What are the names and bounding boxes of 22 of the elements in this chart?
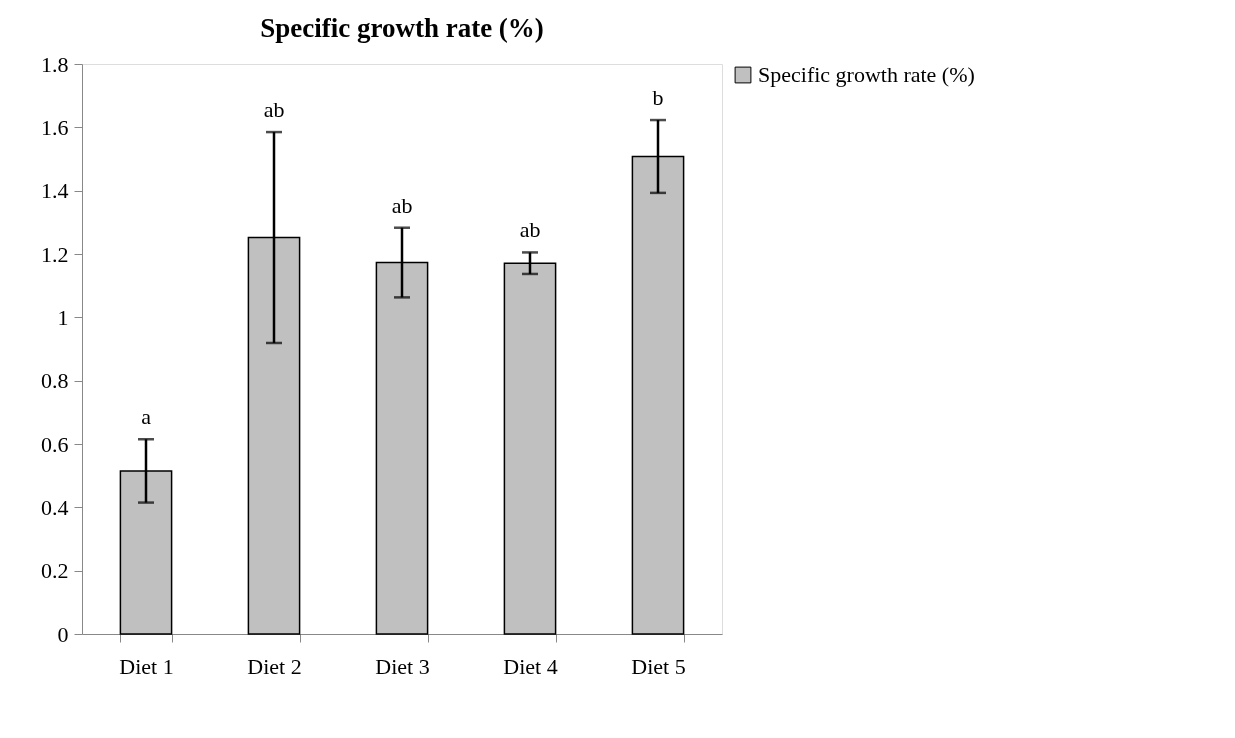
x-tick-label: Diet 4 <box>503 653 558 679</box>
y-tick-label: 1.4 <box>41 178 69 204</box>
x-tick-label: Diet 3 <box>375 653 430 679</box>
annotation: a <box>141 404 152 430</box>
y-tick-label: 0.8 <box>41 368 69 394</box>
y-tick-label: 0.4 <box>41 494 69 520</box>
chart-title: Specific growth rate (%) <box>260 13 544 43</box>
annotation: b <box>652 85 664 111</box>
annotation: ab <box>263 97 285 123</box>
x-tick-label: Diet 5 <box>631 653 686 679</box>
x-tick-label: Diet 2 <box>247 653 302 679</box>
y-tick-label: 0.6 <box>41 431 69 457</box>
y-tick-label: 1.2 <box>41 241 69 267</box>
y-tick-label: 0.2 <box>41 558 69 584</box>
y-tick-label: 1.8 <box>41 51 69 77</box>
y-tick-label: 1.6 <box>41 114 69 140</box>
annotation: ab <box>519 217 541 243</box>
x-tick-label: Diet 1 <box>119 653 174 679</box>
legend-label: Specific growth rate (%) <box>758 62 975 87</box>
y-tick-label: 1 <box>57 304 69 330</box>
annotation: ab <box>391 192 413 218</box>
y-tick-label: 0 <box>57 621 69 647</box>
